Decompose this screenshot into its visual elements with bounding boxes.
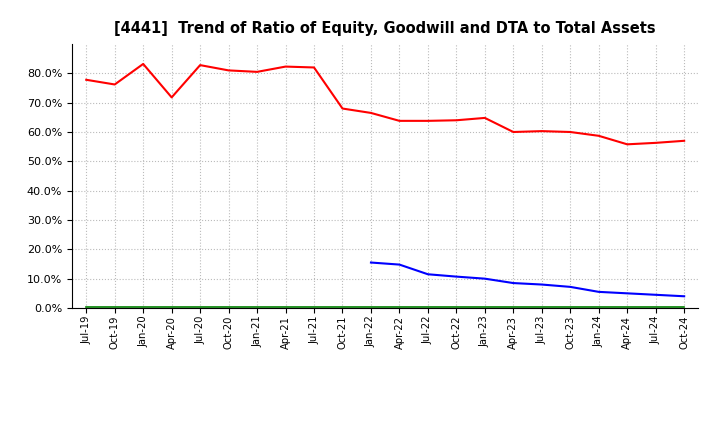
Goodwill: [366, 260, 375, 265]
Goodwill: [395, 262, 404, 267]
Deferred Tax Assets: [167, 304, 176, 310]
Equity: [310, 65, 318, 70]
Equity: [623, 142, 631, 147]
Equity: [480, 115, 489, 121]
Equity: [537, 128, 546, 134]
Goodwill: [623, 291, 631, 296]
Equity: [595, 133, 603, 139]
Deferred Tax Assets: [253, 304, 261, 310]
Goodwill: [595, 289, 603, 294]
Equity: [680, 138, 688, 143]
Equity: [282, 64, 290, 69]
Deferred Tax Assets: [452, 304, 461, 310]
Line: Equity: Equity: [86, 64, 684, 144]
Deferred Tax Assets: [225, 304, 233, 310]
Goodwill: [652, 292, 660, 297]
Deferred Tax Assets: [480, 304, 489, 310]
Deferred Tax Assets: [338, 304, 347, 310]
Equity: [395, 118, 404, 124]
Equity: [167, 95, 176, 100]
Goodwill: [566, 284, 575, 290]
Deferred Tax Assets: [623, 304, 631, 310]
Deferred Tax Assets: [196, 304, 204, 310]
Deferred Tax Assets: [282, 304, 290, 310]
Goodwill: [537, 282, 546, 287]
Equity: [423, 118, 432, 124]
Equity: [110, 82, 119, 87]
Equity: [509, 129, 518, 135]
Title: [4441]  Trend of Ratio of Equity, Goodwill and DTA to Total Assets: [4441] Trend of Ratio of Equity, Goodwil…: [114, 21, 656, 36]
Equity: [139, 61, 148, 66]
Equity: [225, 68, 233, 73]
Equity: [566, 129, 575, 135]
Deferred Tax Assets: [139, 304, 148, 310]
Equity: [652, 140, 660, 146]
Equity: [82, 77, 91, 82]
Deferred Tax Assets: [310, 304, 318, 310]
Deferred Tax Assets: [566, 304, 575, 310]
Goodwill: [680, 293, 688, 299]
Deferred Tax Assets: [423, 304, 432, 310]
Deferred Tax Assets: [652, 304, 660, 310]
Goodwill: [480, 276, 489, 281]
Equity: [338, 106, 347, 111]
Deferred Tax Assets: [82, 304, 91, 310]
Deferred Tax Assets: [110, 304, 119, 310]
Equity: [366, 110, 375, 116]
Goodwill: [423, 271, 432, 277]
Line: Goodwill: Goodwill: [371, 263, 684, 296]
Goodwill: [509, 280, 518, 286]
Deferred Tax Assets: [537, 304, 546, 310]
Deferred Tax Assets: [595, 304, 603, 310]
Equity: [452, 117, 461, 123]
Deferred Tax Assets: [509, 304, 518, 310]
Deferred Tax Assets: [395, 304, 404, 310]
Equity: [196, 62, 204, 68]
Deferred Tax Assets: [366, 304, 375, 310]
Goodwill: [452, 274, 461, 279]
Equity: [253, 69, 261, 74]
Deferred Tax Assets: [680, 304, 688, 310]
